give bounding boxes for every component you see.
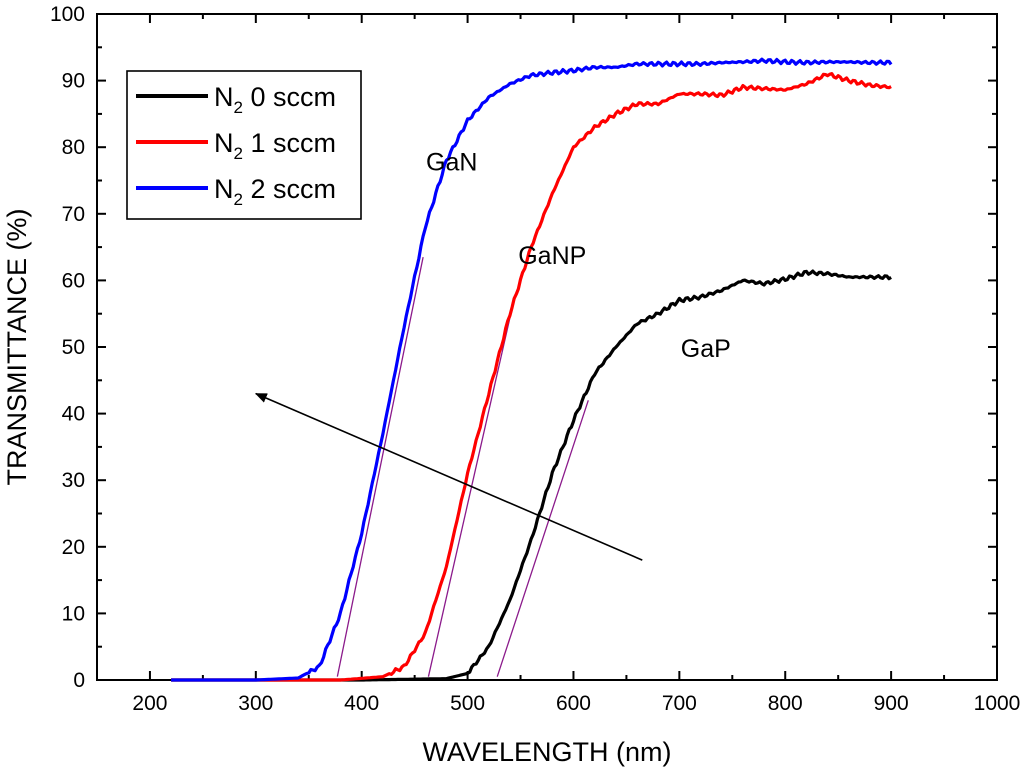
x-axis-title: WAVELENGTH (nm) [422,737,671,767]
y-tick-label: 100 [50,3,85,26]
legend-label-main: N [214,128,234,158]
x-tick-label: 700 [662,692,697,715]
y-tick-label: 80 [62,136,85,159]
x-tick-label: 500 [450,692,485,715]
x-tick-label: 300 [238,692,273,715]
legend-label: N2 2 sccm [214,174,336,209]
x-tick-label: 900 [874,692,909,715]
legend-label-rest: 2 sccm [243,174,336,204]
legend-label-rest: 0 sccm [243,82,336,112]
legend-label-subscript: 2 [234,190,243,209]
tangent-line [427,303,514,677]
curve-annotation-gap: GaP [681,335,731,363]
legend-label: N2 0 sccm [214,82,336,117]
curve-annotation-ganp: GaNP [518,242,586,270]
legend-label-main: N [214,82,234,112]
x-tick-label: 400 [344,692,379,715]
series-line-1-sccm [171,72,892,682]
series-line-0-sccm [171,269,892,682]
y-axis-title: TRANSMITTANCE (%) [2,209,32,486]
legend-label-main: N [214,174,234,204]
y-tick-label: 0 [73,669,85,692]
tangent-line [496,400,589,677]
y-tick-label: 50 [62,336,85,359]
tangent-line [336,256,424,677]
x-tick-label: 600 [556,692,591,715]
y-tick-label: 30 [62,469,85,492]
series-line-2-sccm [171,57,893,682]
legend-label-subscript: 2 [234,98,243,117]
y-tick-label: 40 [62,403,85,426]
curve-annotation-gan: GaN [426,149,477,177]
y-tick-label: 20 [62,536,85,559]
x-tick-label: 800 [768,692,803,715]
legend-label-rest: 1 sccm [243,128,336,158]
y-tick-label: 70 [62,203,85,226]
y-tick-label: 90 [62,70,85,93]
trend-arrow [254,392,643,561]
legend-label-subscript: 2 [234,144,243,163]
y-tick-label: 60 [62,269,85,292]
y-tick-label: 10 [62,602,85,625]
x-tick-label: 200 [132,692,167,715]
x-tick-label: 1000 [974,692,1021,715]
legend-label: N2 1 sccm [214,128,336,163]
